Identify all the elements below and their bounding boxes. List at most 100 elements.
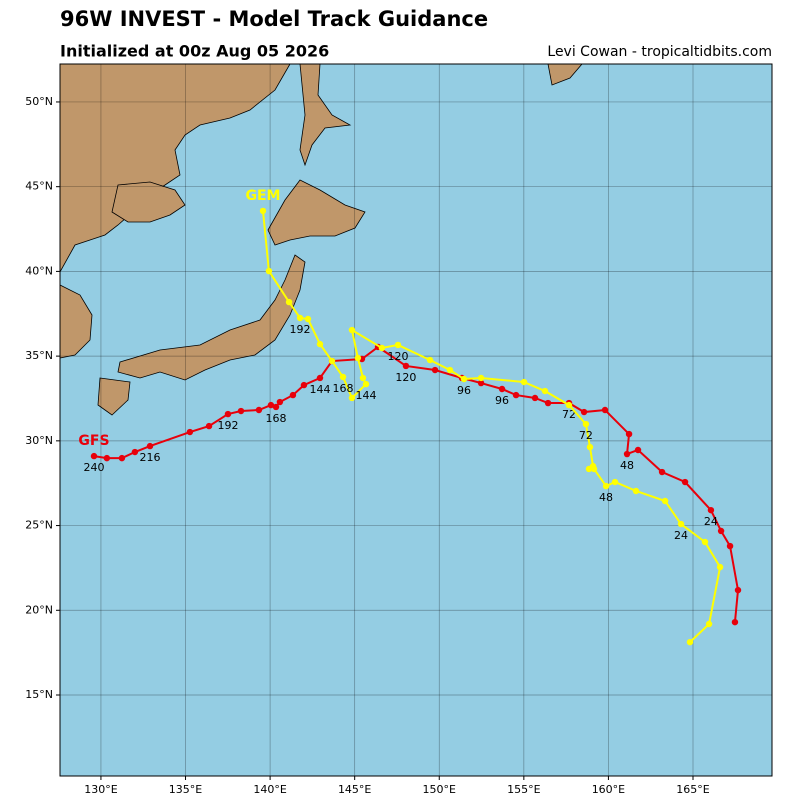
y-tick-label: 15°N [25, 688, 53, 701]
track-point [237, 407, 245, 415]
plot-frame [59, 63, 773, 777]
track-point [285, 298, 293, 306]
hour-label: 192 [217, 419, 238, 432]
hour-label: 96 [495, 394, 509, 407]
track-point [717, 527, 725, 535]
hour-label: 192 [290, 323, 311, 336]
hour-label: 48 [620, 459, 634, 472]
track-point [224, 410, 232, 418]
track-point [259, 207, 267, 215]
track-point [565, 401, 573, 409]
track-point [362, 380, 370, 388]
ocean [60, 64, 772, 776]
track-point [544, 399, 552, 407]
track-point [460, 375, 468, 383]
track-point [716, 563, 724, 571]
track-point [632, 487, 640, 495]
track-point [304, 315, 312, 323]
track-point [623, 450, 631, 458]
track-point [541, 387, 549, 395]
y-tick-label: 45°N [25, 180, 53, 193]
hour-label: 168 [333, 382, 354, 395]
y-tick-label: 50°N [25, 95, 53, 108]
track-point [289, 391, 297, 399]
hour-label: 168 [266, 412, 287, 425]
track-point [103, 454, 111, 462]
track-point [512, 391, 520, 399]
track-point [705, 620, 713, 628]
track-point [276, 398, 284, 406]
model-name: GEM [245, 188, 280, 204]
track-point [611, 478, 619, 486]
x-tick-label: 165°E [676, 783, 709, 796]
hour-label: 72 [562, 408, 576, 421]
y-tick-label: 25°N [25, 519, 53, 532]
track-point [477, 374, 485, 382]
model-name: GFS [78, 433, 109, 449]
hour-label: 144 [356, 389, 377, 402]
track-point [296, 314, 304, 322]
track-point [580, 408, 588, 416]
x-tick-label: 135°E [169, 783, 202, 796]
x-tick-label: 155°E [507, 783, 540, 796]
track-point [90, 452, 98, 460]
track-point [734, 586, 742, 594]
track-point [378, 344, 386, 352]
track-point [354, 354, 362, 362]
track-point [146, 442, 154, 450]
track-point [661, 497, 669, 505]
y-tick-label: 35°N [25, 349, 53, 362]
land [59, 63, 583, 416]
track-point [300, 381, 308, 389]
x-tick-label: 150°E [423, 783, 456, 796]
track-point [477, 379, 485, 387]
credit: Levi Cowan - tropicaltidbits.com [547, 44, 772, 60]
track-point [707, 506, 715, 514]
hour-label: 24 [674, 529, 688, 542]
track-point [726, 542, 734, 550]
x-tick-label: 160°E [592, 783, 625, 796]
track-point [359, 374, 367, 382]
track-point [272, 403, 280, 411]
tracks: 24487296120144168192216240GFS24487296120… [78, 188, 742, 646]
track-point [731, 618, 739, 626]
hour-label: 144 [310, 383, 331, 396]
track-point [255, 406, 263, 414]
chart-subtitle: Initialized at 00z Aug 05 2026 [60, 42, 329, 61]
track-point [328, 357, 336, 365]
hour-label: 96 [457, 384, 471, 397]
track-point [681, 478, 689, 486]
track-point [205, 422, 213, 430]
track-point [498, 385, 506, 393]
track-point [186, 428, 194, 436]
x-tick-label: 145°E [338, 783, 371, 796]
hour-label: 216 [139, 451, 160, 464]
track-point [339, 373, 347, 381]
hour-label: 120 [395, 371, 416, 384]
hour-label: 120 [387, 350, 408, 363]
track-point [431, 366, 439, 374]
track-point [625, 430, 633, 438]
grid [60, 64, 772, 776]
hour-label: 48 [599, 491, 613, 504]
y-tick-label: 20°N [25, 603, 53, 616]
track-point [601, 406, 609, 414]
track-point [701, 538, 709, 546]
hour-label: 24 [704, 515, 718, 528]
track-point [658, 468, 666, 476]
track-line [261, 210, 722, 643]
chart-title: 96W INVEST - Model Track Guidance [60, 7, 488, 31]
track-point [394, 341, 402, 349]
track-point [586, 443, 594, 451]
track-point [589, 462, 597, 470]
y-tick-label: 30°N [25, 434, 53, 447]
track-point [118, 454, 126, 462]
track-point [426, 356, 434, 364]
x-tick-label: 130°E [84, 783, 117, 796]
track-point [582, 420, 590, 428]
track-point [265, 267, 273, 275]
track-point [677, 520, 685, 528]
hour-label: 240 [84, 461, 105, 474]
track-point [531, 394, 539, 402]
track-point [348, 326, 356, 334]
